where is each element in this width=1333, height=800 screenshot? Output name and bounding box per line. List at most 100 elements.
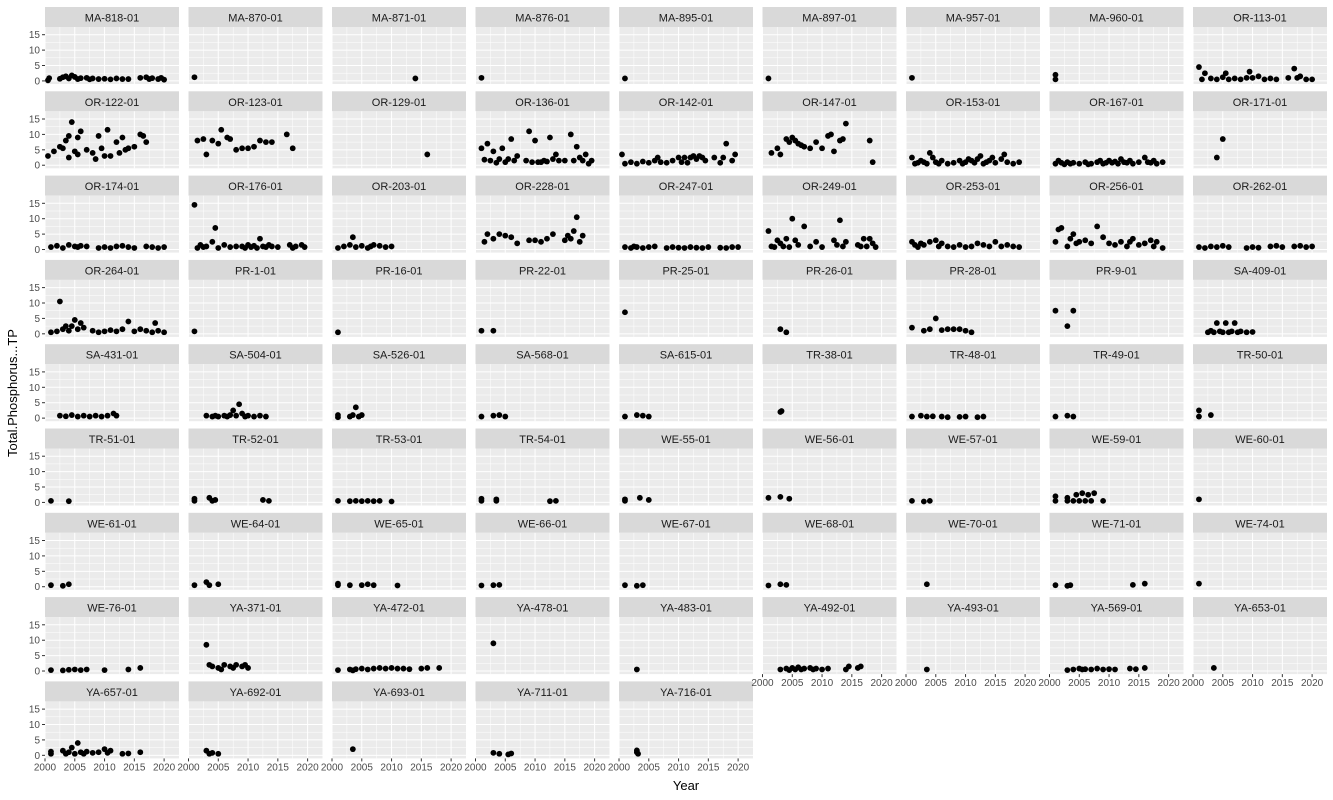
- data-point: [1267, 243, 1274, 250]
- facet-WE-71-01: WE-71-01: [1049, 512, 1184, 590]
- data-point: [633, 244, 640, 250]
- data-point: [80, 324, 87, 331]
- data-point: [496, 581, 503, 588]
- facet-strip-label: OR-247-01: [659, 181, 713, 193]
- panel-background: [332, 195, 466, 253]
- data-point: [1070, 159, 1077, 166]
- data-point: [1052, 497, 1059, 504]
- data-point: [346, 498, 353, 505]
- facet-TR-38-01: TR-38-01: [762, 344, 897, 422]
- panel-background: [906, 27, 1040, 84]
- facet-strip-label: WE-70-01: [948, 518, 998, 530]
- facet-OR-203-01: OR-203-01: [331, 175, 466, 253]
- facet-strip: [45, 259, 179, 280]
- data-point: [107, 245, 114, 251]
- data-point: [579, 232, 586, 239]
- data-point: [490, 582, 497, 589]
- facet-strip: [619, 91, 753, 112]
- data-point: [1070, 497, 1077, 504]
- data-point: [544, 158, 550, 165]
- facet-MA-818-01: MA-818-01 0 5 10 15: [29, 7, 179, 87]
- panel-background: [332, 617, 466, 675]
- data-point: [657, 159, 664, 166]
- data-point: [684, 159, 691, 166]
- data-point: [83, 146, 90, 153]
- data-point: [74, 151, 81, 158]
- facet-strip: [332, 681, 466, 702]
- facet-strip-label: SA-568-01: [516, 350, 569, 362]
- data-point: [555, 157, 562, 164]
- data-point: [777, 326, 784, 333]
- facet-strip: [762, 512, 897, 533]
- data-point: [1052, 71, 1059, 78]
- data-point: [678, 159, 685, 166]
- facet-WE-57-01: WE-57-01: [905, 428, 1040, 506]
- data-point: [51, 148, 57, 155]
- data-point: [502, 232, 509, 239]
- x-axis-title: Year: [673, 778, 700, 793]
- data-point: [1141, 240, 1148, 247]
- data-point: [137, 326, 144, 333]
- facet-strip: [762, 91, 897, 112]
- data-point: [807, 243, 814, 250]
- data-point: [68, 119, 75, 125]
- data-point: [499, 145, 506, 152]
- data-point: [1082, 237, 1089, 244]
- data-point: [1273, 242, 1280, 249]
- facet-strip-label: WE-60-01: [1235, 434, 1285, 446]
- data-point: [1064, 667, 1071, 673]
- x-tick-label: 2015: [554, 762, 577, 773]
- data-point: [493, 497, 500, 504]
- facet-strip: [619, 681, 753, 702]
- data-point: [1246, 68, 1253, 75]
- facet-strip: [188, 175, 323, 196]
- data-point: [645, 159, 652, 166]
- data-point: [101, 328, 108, 335]
- facet-YA-472-01: YA-472-01: [331, 597, 466, 675]
- y-tick-label: 15: [29, 30, 41, 41]
- data-point: [1243, 329, 1250, 336]
- data-point: [352, 244, 359, 250]
- data-point: [68, 744, 75, 751]
- facet-strip: [332, 175, 466, 196]
- data-point: [819, 145, 825, 152]
- x-tick-label: 2005: [1068, 678, 1091, 689]
- data-point: [59, 582, 66, 589]
- x-tick-label: 2000: [177, 762, 200, 773]
- data-point: [1237, 328, 1244, 335]
- data-point: [944, 326, 951, 333]
- data-point: [1219, 242, 1226, 249]
- y-tick-label: 10: [29, 467, 41, 478]
- facet-OR-122-01: OR-122-01 0 5 10 15: [29, 91, 179, 172]
- data-point: [777, 151, 784, 158]
- data-point: [209, 238, 216, 245]
- data-point: [1291, 243, 1298, 250]
- data-point: [77, 128, 84, 135]
- facet-strip-label: PR-16-01: [375, 265, 422, 277]
- data-point: [1064, 323, 1071, 330]
- facet-SA-504-01: SA-504-01: [188, 344, 323, 422]
- data-point: [553, 151, 559, 158]
- data-point: [639, 582, 646, 589]
- facet-strip: [475, 681, 610, 702]
- data-point: [570, 157, 577, 164]
- data-point: [1225, 244, 1232, 250]
- y-tick-label: 10: [29, 551, 41, 562]
- data-point: [490, 235, 497, 242]
- data-point: [1094, 665, 1101, 672]
- facet-strip-label: PR-9-01: [1096, 265, 1137, 277]
- y-tick-label: 5: [34, 735, 40, 746]
- data-point: [292, 243, 299, 250]
- data-point: [526, 128, 532, 135]
- data-point: [932, 237, 939, 244]
- data-point: [245, 412, 251, 419]
- data-point: [48, 748, 54, 755]
- data-point: [986, 243, 993, 250]
- data-point: [622, 413, 628, 420]
- facet-strip-label: WE-68-01: [805, 518, 855, 530]
- x-tick-label: 2015: [267, 762, 290, 773]
- data-point: [215, 245, 222, 251]
- data-point: [938, 413, 945, 420]
- data-point: [813, 139, 819, 146]
- facet-strip-label: MA-960-01: [1089, 13, 1143, 25]
